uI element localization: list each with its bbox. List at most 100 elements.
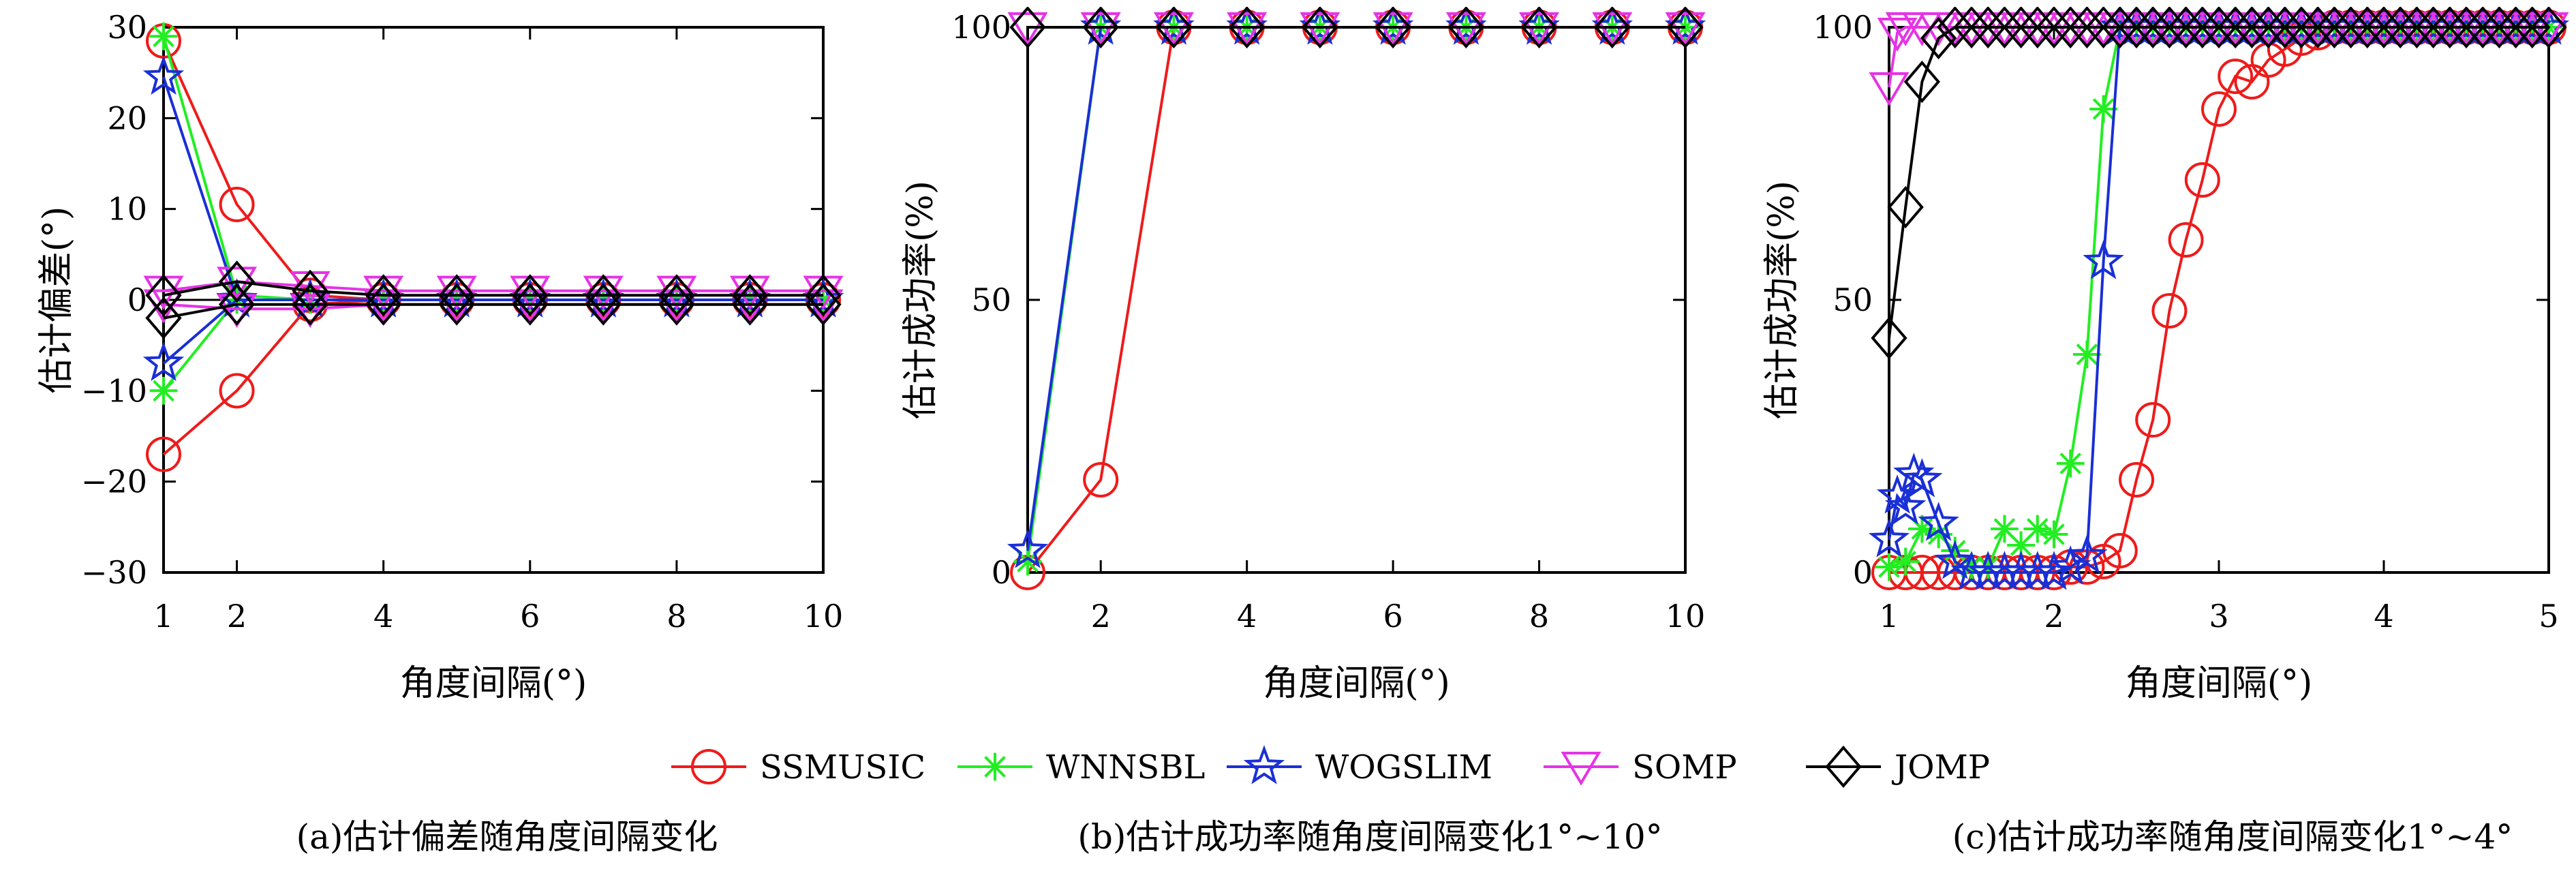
data-point <box>2049 545 2091 585</box>
data-point <box>1229 7 1266 49</box>
y-tick-label: −30 <box>81 554 147 591</box>
data-point <box>438 274 475 317</box>
data-point <box>2068 7 2106 49</box>
data-point <box>2481 7 2518 49</box>
legend-entry: SSMUSIC <box>671 748 925 786</box>
data-point <box>2135 402 2171 438</box>
data-point <box>1925 520 1952 549</box>
data-point <box>512 283 549 326</box>
series-jomp <box>1009 7 1704 49</box>
data-point <box>2056 449 2085 478</box>
data-point <box>658 274 695 317</box>
chart-panel: 2 4 6 8 10050100角度间隔(°)估计成功率(%)(b)估计成功率随角度间隔… <box>900 7 1706 857</box>
x-axis-label: 角度间隔(°) <box>2126 663 2313 704</box>
data-point <box>1594 7 1631 49</box>
data-point <box>2033 551 2075 590</box>
data-point <box>2432 7 2468 49</box>
data-point <box>1871 316 1907 360</box>
data-point <box>292 269 328 312</box>
data-point <box>1903 60 1941 104</box>
x-tick-label: 8 <box>666 598 686 635</box>
x-tick-label: 3 <box>2209 598 2228 635</box>
data-point <box>2118 7 2155 49</box>
data-point <box>2073 340 2101 369</box>
data-point <box>2184 162 2220 198</box>
data-point <box>731 274 769 317</box>
data-point <box>217 294 258 328</box>
data-point <box>2102 7 2138 49</box>
data-point <box>290 294 331 328</box>
data-point <box>2023 515 2052 543</box>
x-tick-label: 2 <box>1091 598 1111 635</box>
data-point <box>1884 485 1927 525</box>
data-point <box>658 283 695 326</box>
series-ssmusic <box>146 282 841 472</box>
data-point <box>1013 547 1042 576</box>
y-axis-label: 估计偏差(°) <box>36 207 77 394</box>
data-point <box>2217 7 2254 49</box>
series-line <box>1026 26 1685 574</box>
data-point <box>2019 7 2056 49</box>
data-point <box>143 55 185 95</box>
legend-entry: SOMP <box>1544 748 1737 786</box>
legend-entry: JOMP <box>1806 745 1990 789</box>
legend-marker <box>691 749 726 784</box>
data-point <box>2083 240 2124 279</box>
data-point <box>2151 7 2188 49</box>
data-point <box>438 283 475 326</box>
data-point <box>2497 7 2534 49</box>
data-point <box>2040 520 2068 549</box>
data-point <box>2316 7 2353 49</box>
data-point <box>218 283 256 326</box>
data-point <box>585 283 622 326</box>
series-line <box>163 303 823 320</box>
data-point <box>2168 222 2204 258</box>
plot-frame <box>1026 26 1687 574</box>
data-point <box>1869 518 1910 557</box>
data-point <box>2119 462 2154 498</box>
data-point <box>365 283 402 326</box>
y-tick-label: 10 <box>107 191 147 228</box>
x-tick-label: 10 <box>1666 598 1706 635</box>
data-point <box>149 22 178 50</box>
y-tick-label: 0 <box>992 554 1011 591</box>
x-tick-label: 10 <box>803 598 844 635</box>
data-point <box>2184 7 2221 49</box>
data-point <box>2464 7 2501 49</box>
data-point <box>1447 7 1484 49</box>
x-tick-label: 6 <box>520 598 540 635</box>
x-axis-label: 角度间隔(°) <box>400 663 587 704</box>
series-line <box>163 280 823 297</box>
series-ssmusic <box>1010 10 1703 590</box>
y-tick-label: −10 <box>81 372 147 409</box>
data-point <box>2201 91 2237 127</box>
data-point <box>2398 7 2436 49</box>
legend: SSMUSIC WNNSBL WOGSLIM SOMP JOMP <box>671 745 1990 789</box>
series-line <box>1026 26 1685 562</box>
data-point <box>2299 7 2336 49</box>
y-axis-label: 估计成功率(%) <box>1762 181 1803 419</box>
data-point <box>1007 529 1049 568</box>
y-tick-label: 100 <box>1813 9 1873 46</box>
series-line <box>162 35 823 301</box>
data-point <box>2267 7 2303 49</box>
data-point <box>2414 7 2452 49</box>
series-jomp <box>145 260 842 317</box>
panel-caption: (b)估计成功率随角度间隔变化1°~10° <box>1077 817 1662 857</box>
data-point <box>365 274 402 317</box>
data-point <box>1083 462 1119 498</box>
series-jomp <box>1871 7 2567 360</box>
data-point <box>146 436 181 472</box>
data-point <box>149 376 178 405</box>
data-point <box>1375 7 1411 49</box>
x-axis-label: 角度间隔(°) <box>1263 663 1450 704</box>
x-tick-label: 4 <box>373 598 393 635</box>
series-wogslim <box>1869 7 2569 590</box>
data-point <box>2233 7 2271 49</box>
panel-caption: (a)估计偏差随角度间隔变化 <box>296 817 718 857</box>
data-point <box>1876 474 1918 514</box>
data-point <box>1155 7 1193 49</box>
data-point <box>219 187 255 222</box>
legend-label: JOMP <box>1891 748 1990 786</box>
